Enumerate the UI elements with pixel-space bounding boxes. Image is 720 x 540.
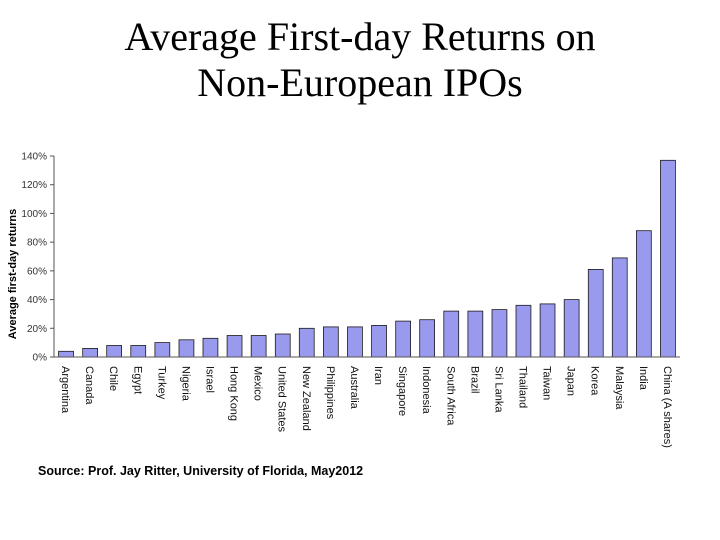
x-tick-label: Malaysia — [613, 366, 625, 410]
x-tick-label: Brazil — [468, 366, 480, 394]
bar-south-africa — [443, 310, 460, 358]
x-tick-label: Philippines — [324, 366, 336, 420]
x-tick-label: Chile — [107, 366, 119, 391]
y-tick-label: 60% — [27, 266, 47, 277]
x-tick-label: South Africa — [444, 366, 456, 426]
y-tick-label: 140% — [21, 152, 47, 163]
x-tick-label: China (A shares) — [661, 366, 673, 448]
bar-malaysia — [611, 257, 628, 358]
bar-japan — [563, 299, 580, 358]
bar-nigeria — [178, 339, 195, 358]
bar-new-zealand — [298, 327, 315, 358]
y-tick-label: 0% — [33, 353, 48, 364]
title-line-2: Non-European IPOs — [197, 60, 523, 105]
source-note: Source: Prof. Jay Ritter, University of … — [38, 464, 364, 478]
x-tick-label: Singapore — [396, 366, 408, 416]
x-tick-label: Mexico — [252, 366, 264, 401]
y-axis-ticks: 0% 20% 40% 60% 80% 100% 120% 140% — [21, 152, 54, 364]
x-tick-label: Egypt — [131, 366, 143, 394]
bar-turkey — [154, 342, 171, 358]
bar-china-a-shares — [660, 159, 676, 358]
bar-mexico — [250, 335, 267, 358]
bar-hong-kong — [226, 335, 243, 358]
x-axis-labels: Argentina Canada Chile Egypt Turkey Nigeria Is… — [59, 366, 673, 448]
x-tick-label: New Zealand — [300, 366, 312, 431]
bar-brazil — [467, 310, 484, 358]
x-tick-label: Turkey — [155, 366, 167, 400]
x-tick-label: Australia — [348, 366, 360, 410]
x-tick-label: Sri Lanka — [492, 366, 504, 413]
bar-egypt — [130, 345, 147, 358]
bar-argentina — [58, 350, 74, 358]
bars — [58, 159, 676, 358]
x-tick-label: Taiwan — [541, 366, 553, 400]
x-tick-label: Canada — [83, 366, 95, 405]
bar-thailand — [515, 304, 532, 358]
slide-title: Average First-day Returns on Non-Europea… — [0, 14, 720, 106]
bar-israel — [202, 337, 219, 358]
bar-canada — [82, 347, 98, 358]
bar-india — [636, 230, 652, 358]
x-tick-label: Israel — [204, 366, 216, 393]
bar-singapore — [395, 320, 412, 358]
x-tick-label: India — [637, 366, 649, 391]
bar-indonesia — [419, 319, 436, 358]
y-tick-label: 40% — [27, 295, 47, 306]
x-tick-label: Japan — [565, 366, 577, 396]
x-tick-label: United States — [276, 366, 288, 433]
x-tick-label: Hong Kong — [228, 366, 240, 421]
bar-philippines — [322, 326, 339, 358]
x-tick-label: Iran — [372, 366, 384, 385]
bar-iran — [371, 324, 387, 358]
bar-taiwan — [539, 303, 556, 358]
bar-australia — [347, 326, 363, 358]
x-tick-label: Argentina — [59, 366, 71, 414]
bar-united-states — [274, 333, 291, 358]
y-tick-label: 100% — [21, 209, 47, 220]
y-tick-label: 20% — [27, 324, 47, 335]
bar-korea — [587, 268, 604, 358]
title-line-1: Average First-day Returns on — [124, 14, 596, 59]
y-tick-label: 120% — [21, 180, 47, 191]
x-tick-label: Indonesia — [420, 366, 432, 415]
x-tick-label: Thailand — [517, 366, 529, 408]
bar-chile — [106, 345, 122, 358]
bar-sri-lanka — [491, 309, 508, 358]
y-axis-label: Average first-day returns — [7, 209, 19, 339]
x-tick-label: Korea — [589, 366, 601, 396]
bar-chart: Average first-day returns 0% 20% 40% 60% 80%… — [7, 152, 680, 448]
x-tick-label: Nigeria — [179, 366, 191, 402]
y-tick-label: 80% — [27, 238, 47, 249]
